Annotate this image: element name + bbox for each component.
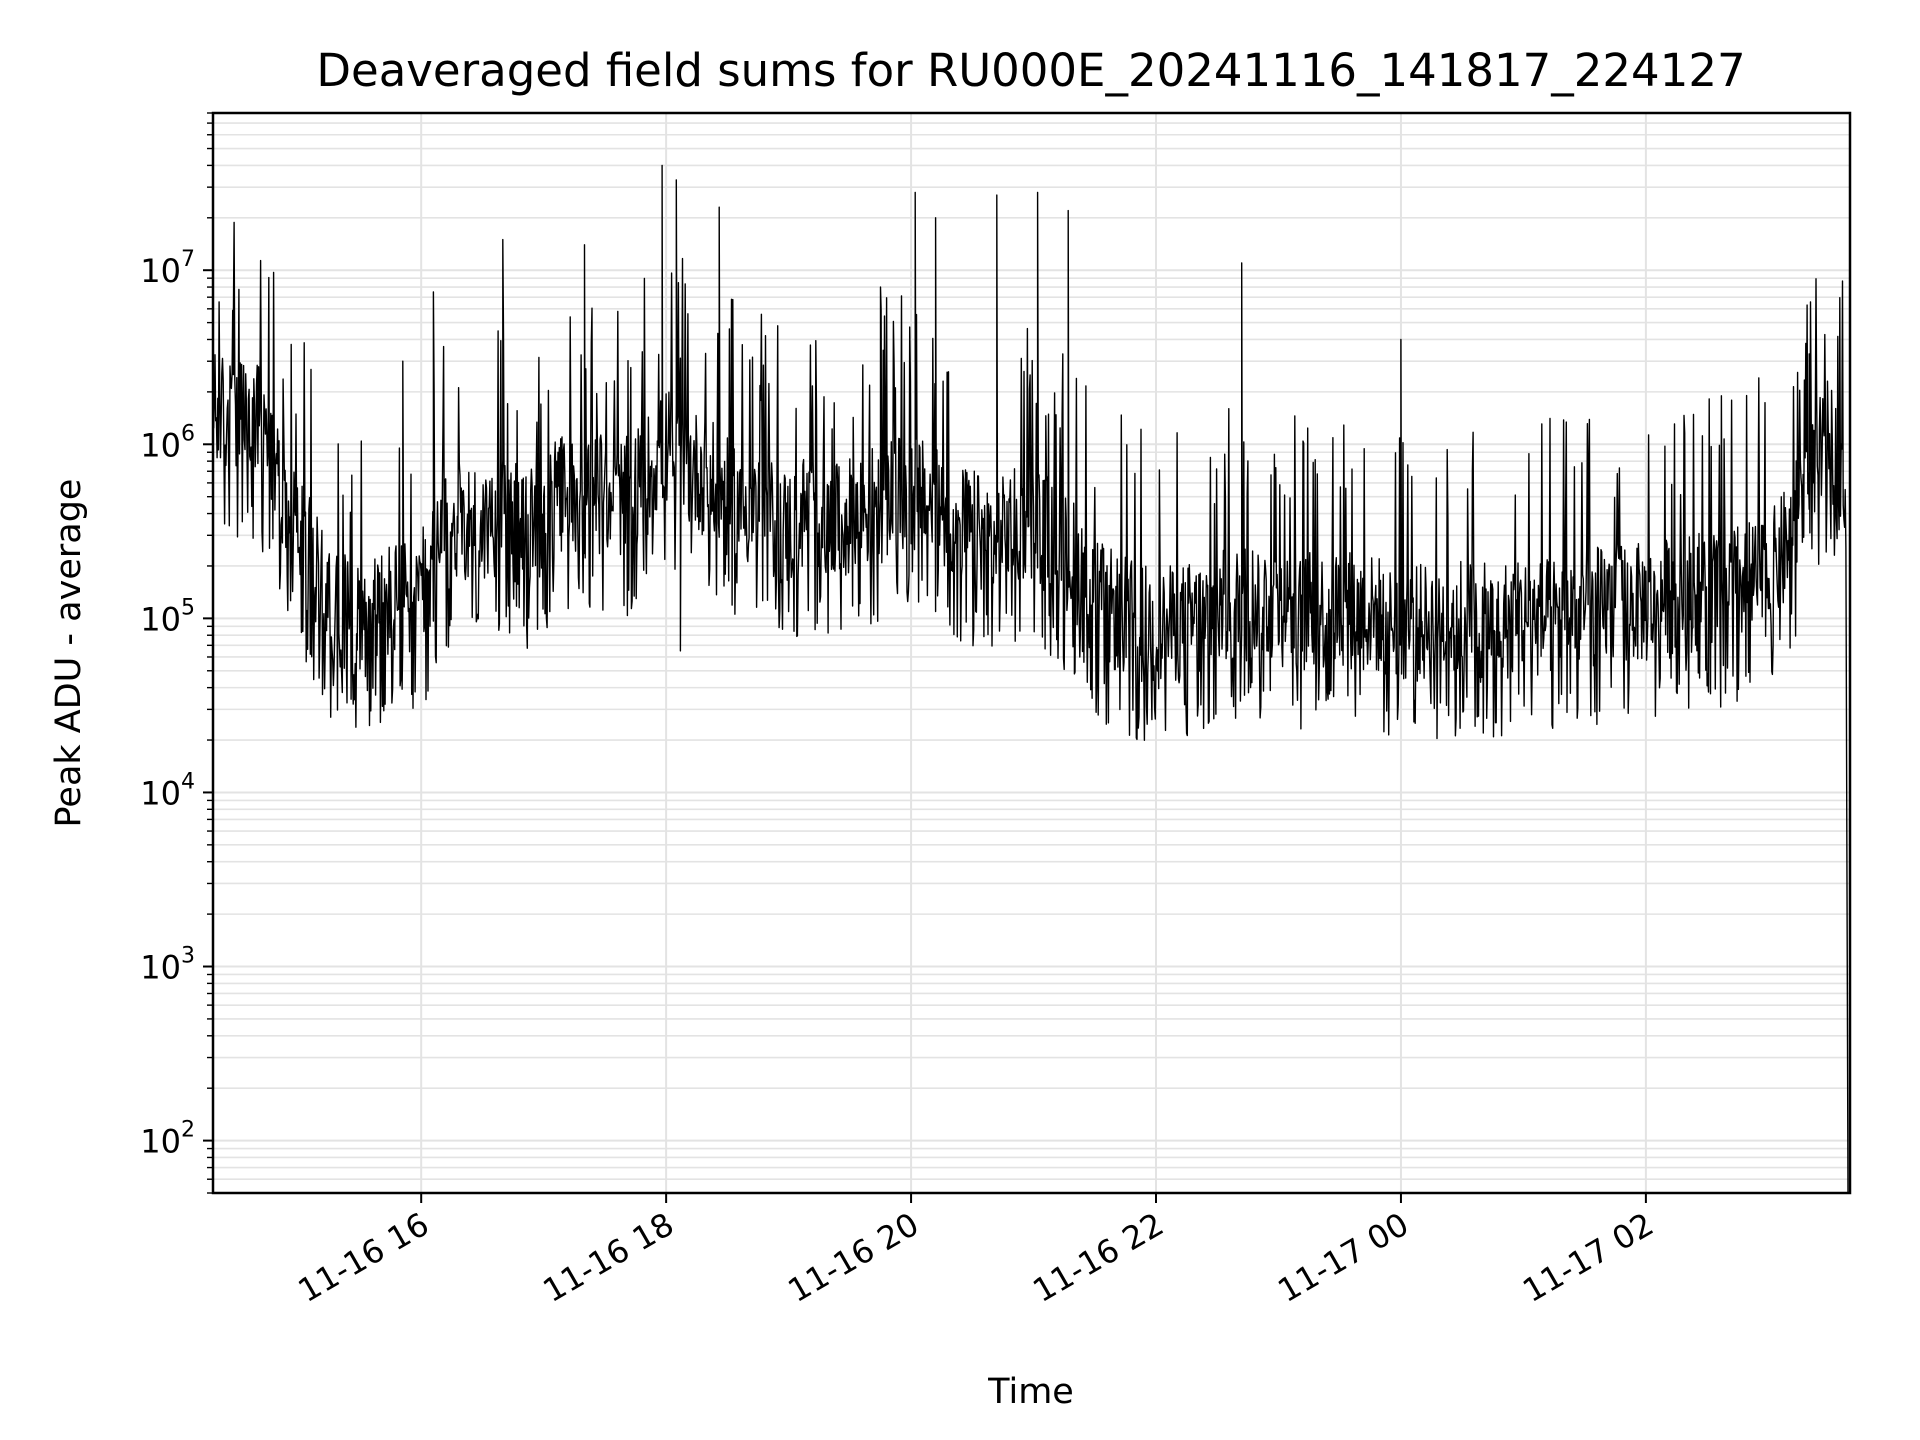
- y-tick-exponent: 6: [181, 421, 195, 446]
- y-tick-base: 10: [140, 252, 181, 290]
- y-tick-label: 106: [140, 421, 195, 464]
- plot-frame: [211, 111, 1852, 1195]
- y-tick-base: 10: [140, 600, 181, 638]
- y-tick-base: 10: [140, 426, 181, 464]
- y-tick-label: 102: [140, 1118, 195, 1161]
- y-tick-exponent: 3: [181, 944, 195, 969]
- y-tick-label: 103: [140, 944, 195, 987]
- y-axis-label: Peak ADU - average: [49, 479, 89, 828]
- y-tick-label: 104: [140, 769, 195, 812]
- chart-title: Deaveraged field sums for RU000E_2024111…: [316, 44, 1745, 97]
- x-axis-label: Time: [987, 1372, 1074, 1412]
- y-tick-exponent: 7: [181, 247, 195, 272]
- y-tick-base: 10: [140, 1123, 181, 1161]
- y-tick-base: 10: [140, 949, 181, 987]
- y-tick-base: 10: [140, 774, 181, 812]
- y-tick-label: 107: [140, 247, 195, 290]
- y-tick-exponent: 4: [181, 769, 195, 794]
- y-tick-exponent: 2: [181, 1118, 195, 1143]
- y-tick-exponent: 5: [181, 595, 195, 620]
- y-tick-label: 105: [140, 595, 195, 638]
- series-line: [213, 164, 1849, 1193]
- plot-area: [213, 164, 1849, 1193]
